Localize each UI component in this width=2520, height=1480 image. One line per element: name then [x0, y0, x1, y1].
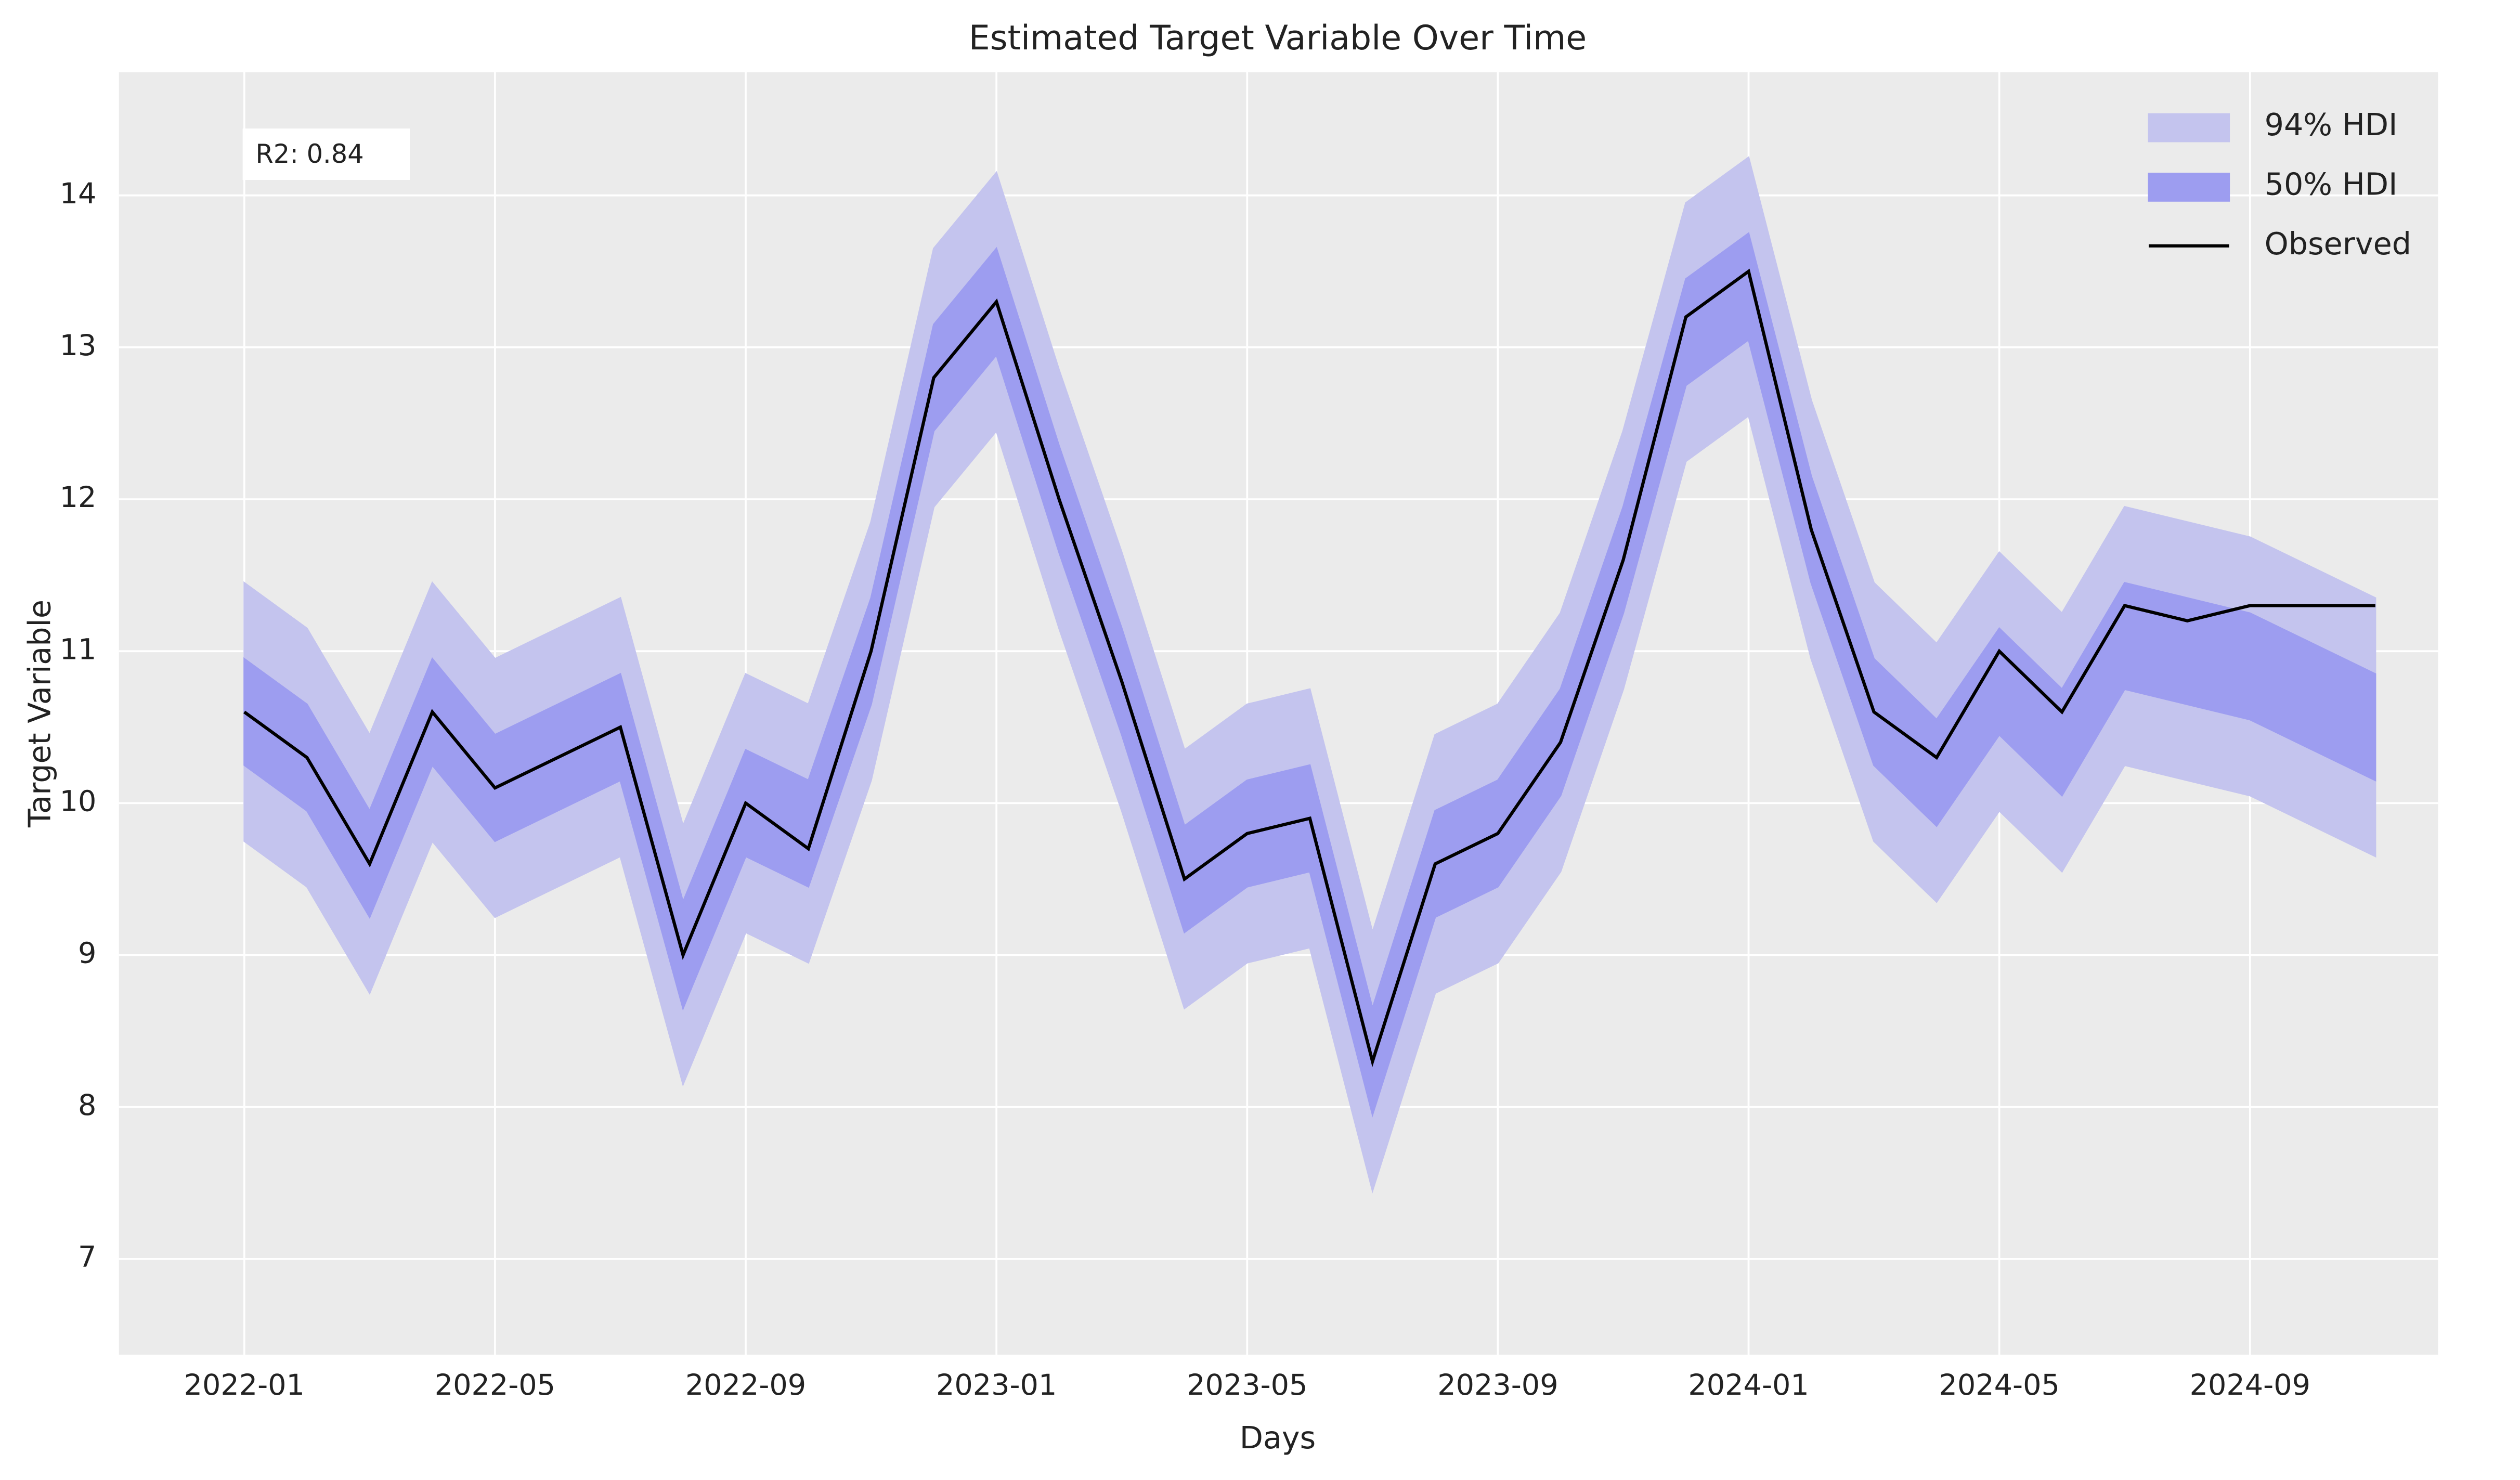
x-tick-label: 2024-01	[1688, 1368, 1809, 1402]
legend-swatch	[2148, 113, 2230, 142]
x-tick-label: 2022-05	[435, 1368, 555, 1402]
annotation: R2: 0.84	[255, 139, 363, 169]
x-tick-label: 2022-09	[685, 1368, 806, 1402]
y-tick-label: 14	[60, 177, 97, 211]
observed-line	[243, 268, 2375, 1068]
y-tick-label: 8	[78, 1088, 96, 1122]
x-tick-label: 2024-05	[1939, 1368, 2059, 1402]
annotation-box	[242, 128, 410, 180]
legend-label: 94% HDI	[2265, 107, 2398, 142]
legend-label: 50% HDI	[2265, 167, 2398, 202]
hdi-band	[243, 156, 2376, 1194]
x-tick-label: 2023-05	[1187, 1368, 1307, 1402]
chart-title: Estimated Target Variable Over Time	[969, 19, 1587, 58]
x-tick-label: 2022-01	[184, 1368, 305, 1402]
y-tick-label: 10	[60, 785, 97, 819]
hdi-band	[243, 232, 2376, 1118]
x-tick-label: 2023-09	[1437, 1368, 1558, 1402]
x-tick-label: 2024-09	[2190, 1368, 2310, 1402]
y-tick-label: 11	[60, 632, 97, 666]
legend-swatch	[2148, 173, 2230, 202]
y-tick-label: 9	[78, 937, 96, 970]
x-axis-label: Days	[1240, 1420, 1316, 1456]
y-tick-label: 12	[60, 481, 97, 514]
y-axis-label: Target Variable	[22, 600, 57, 828]
x-tick-label: 2023-01	[936, 1368, 1057, 1402]
y-tick-label: 13	[60, 329, 97, 362]
y-tick-label: 7	[78, 1240, 96, 1274]
legend-label: Observed	[2265, 226, 2411, 262]
